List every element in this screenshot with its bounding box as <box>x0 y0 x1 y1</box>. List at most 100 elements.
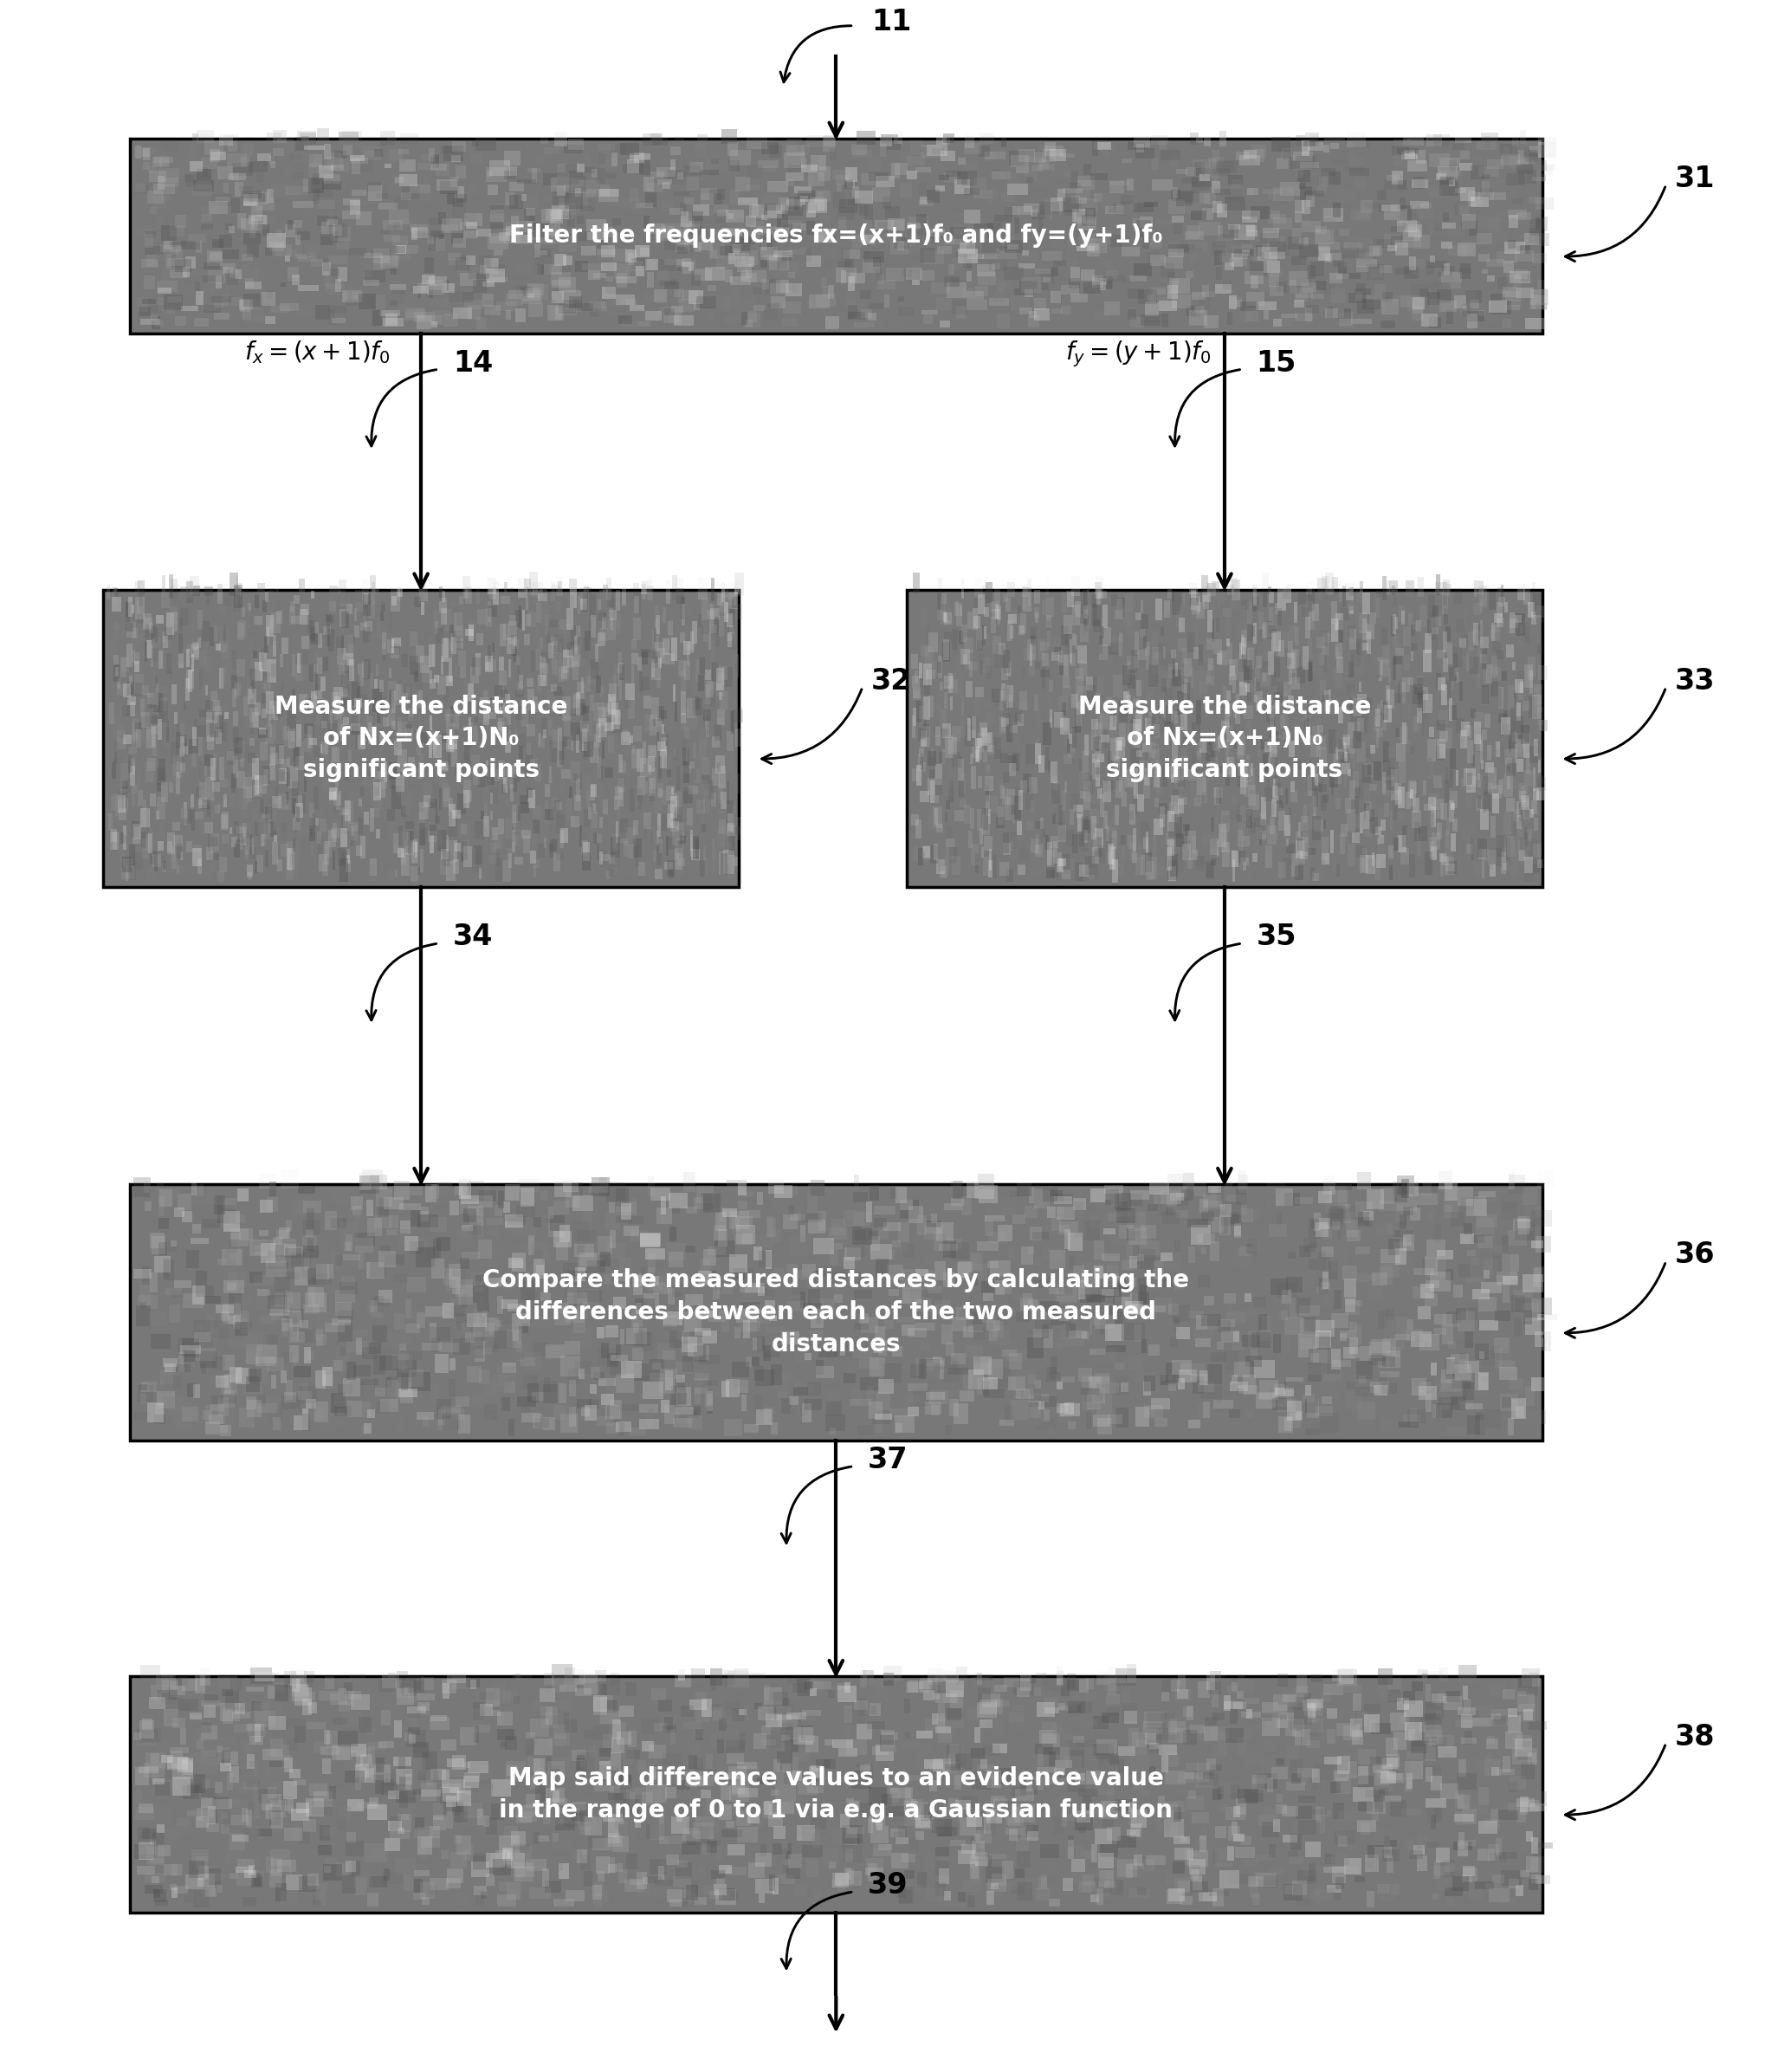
Bar <box>615 1784 633 1792</box>
Bar <box>1510 271 1531 284</box>
Bar <box>1099 591 1108 599</box>
Bar <box>989 1359 1003 1378</box>
Bar <box>169 667 172 678</box>
Bar <box>1131 696 1138 711</box>
Bar <box>1131 651 1138 673</box>
Bar <box>114 665 119 682</box>
Bar <box>516 1805 533 1817</box>
Bar <box>130 704 133 717</box>
Bar <box>706 267 725 280</box>
Bar <box>1019 847 1029 860</box>
Bar <box>677 831 683 854</box>
Bar <box>1396 665 1401 686</box>
Bar <box>1145 843 1149 864</box>
Bar <box>437 746 439 756</box>
Bar <box>1492 632 1501 653</box>
Bar <box>994 292 1005 303</box>
Bar <box>288 267 299 282</box>
Bar <box>526 1734 537 1745</box>
Bar <box>489 588 496 599</box>
Bar <box>749 311 757 323</box>
Bar <box>347 1341 368 1351</box>
Bar <box>1234 1222 1241 1239</box>
Bar <box>1431 1693 1447 1703</box>
Bar <box>1298 1796 1316 1803</box>
Bar <box>1501 1394 1518 1411</box>
Bar <box>478 1784 493 1803</box>
Bar <box>469 1295 485 1314</box>
Bar <box>631 1728 640 1745</box>
Bar <box>363 1169 382 1189</box>
Bar <box>485 313 494 327</box>
Bar <box>149 147 165 162</box>
Bar <box>1230 1709 1237 1724</box>
Bar <box>944 642 951 667</box>
Bar <box>821 249 837 259</box>
Bar <box>1305 133 1319 145</box>
Bar <box>549 1767 560 1778</box>
Bar <box>628 309 645 321</box>
Bar <box>1346 1220 1358 1237</box>
Bar <box>1143 172 1157 182</box>
Bar <box>1350 630 1357 649</box>
Bar <box>635 1363 649 1380</box>
Bar <box>1024 166 1038 180</box>
Bar <box>272 1859 292 1875</box>
Bar <box>347 603 352 613</box>
Bar <box>140 259 158 267</box>
Bar <box>1181 605 1182 628</box>
Bar <box>647 182 663 193</box>
Bar <box>475 1341 484 1357</box>
Bar <box>1435 729 1444 752</box>
Bar <box>1335 1185 1351 1189</box>
Bar <box>1330 288 1346 303</box>
Bar <box>861 315 869 321</box>
Bar <box>1028 638 1035 661</box>
Bar <box>1177 852 1182 872</box>
Bar <box>690 1745 701 1751</box>
Bar <box>533 1759 544 1776</box>
Bar <box>537 1380 557 1392</box>
Bar <box>1218 1738 1227 1755</box>
Bar <box>1287 1220 1307 1235</box>
Bar <box>953 1361 960 1372</box>
Bar <box>814 1270 825 1276</box>
Bar <box>1182 843 1191 860</box>
Bar <box>196 292 204 305</box>
Bar <box>1019 1726 1026 1732</box>
Bar <box>300 742 304 756</box>
Bar <box>1225 1807 1246 1819</box>
Bar <box>428 1328 450 1341</box>
Bar <box>599 613 606 622</box>
Bar <box>677 1670 685 1680</box>
Bar <box>1099 1852 1113 1869</box>
Bar <box>398 721 407 742</box>
Bar <box>1269 1225 1287 1237</box>
Bar <box>288 220 293 230</box>
Bar <box>1058 1703 1065 1709</box>
Bar <box>526 1384 539 1403</box>
Bar <box>295 234 300 244</box>
Bar <box>409 1351 421 1359</box>
Bar <box>1152 180 1172 191</box>
Bar <box>178 1351 185 1372</box>
Bar <box>722 1892 740 1900</box>
Bar <box>1296 288 1314 298</box>
Bar <box>551 205 569 220</box>
Bar <box>645 1247 665 1260</box>
Bar <box>704 1380 718 1386</box>
Bar <box>233 738 242 754</box>
Bar <box>551 292 564 303</box>
Bar <box>1150 733 1157 750</box>
Bar <box>1405 769 1410 789</box>
Bar <box>1250 649 1257 669</box>
Bar <box>286 249 297 257</box>
Bar <box>1398 143 1408 151</box>
Bar <box>477 1809 484 1825</box>
Bar <box>937 1714 946 1726</box>
Bar <box>197 736 203 756</box>
Bar <box>1202 771 1205 792</box>
Bar <box>827 1401 843 1415</box>
Bar <box>850 1778 866 1784</box>
Bar <box>930 1780 937 1792</box>
